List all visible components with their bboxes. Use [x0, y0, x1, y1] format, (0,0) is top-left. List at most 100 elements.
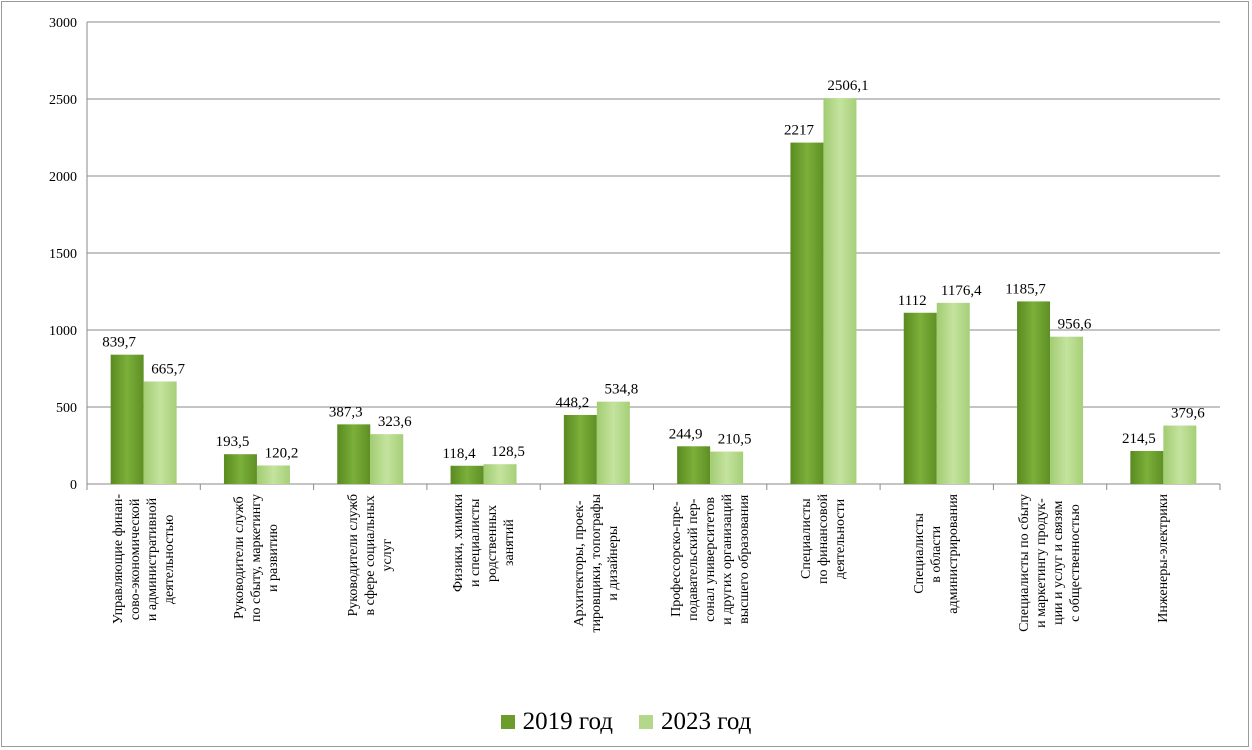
- data-label: 448,2: [555, 395, 589, 411]
- x-category-line: Управляющие финан-: [110, 494, 126, 625]
- data-label: 193,5: [216, 434, 250, 450]
- bar-2023-год-4: [596, 401, 630, 484]
- x-category-line: и специалисты: [467, 498, 483, 588]
- bar-2019-год-8: [1017, 301, 1051, 484]
- data-label: 534,8: [604, 382, 638, 398]
- x-category-label: Профессорско-пре-подавательский пер-сона…: [668, 494, 753, 625]
- data-label: 323,6: [378, 414, 412, 430]
- y-tick-label: 2500: [49, 93, 77, 108]
- x-category-line: родственных: [484, 504, 500, 582]
- data-label: 387,3: [329, 404, 363, 420]
- y-tick-label: 2000: [49, 170, 77, 185]
- bar-2019-год-7: [903, 312, 937, 484]
- x-category-line: Руководители служб: [345, 494, 361, 617]
- y-tick-label: 1000: [49, 324, 77, 339]
- x-category-line: и маркетингу продук-: [1034, 498, 1050, 628]
- bar-2019-год-9: [1130, 450, 1164, 484]
- x-category-line: услуг: [379, 538, 395, 572]
- legend-swatch-2019: [500, 715, 515, 729]
- x-category-line: высшего образования: [736, 494, 752, 624]
- data-label: 1176,4: [941, 283, 982, 299]
- x-category-line: Профессорско-пре-: [668, 501, 684, 618]
- y-tick-label: 1500: [49, 247, 77, 262]
- data-label: 2217: [784, 123, 815, 139]
- x-category-label: Управляющие финан-сово-экономической и ад…: [110, 494, 178, 624]
- y-tick-label: 3000: [49, 16, 77, 31]
- data-label: 210,5: [718, 432, 752, 448]
- bar-2023-год-6: [823, 98, 857, 484]
- bar-2019-год-6: [790, 142, 824, 484]
- bar-2023-год-2: [370, 434, 404, 484]
- x-category-line: Инженеры-электрики: [1155, 494, 1171, 623]
- x-category-line: Физики, химики: [450, 494, 466, 593]
- data-label: 665,7: [151, 361, 185, 377]
- x-category-line: и административной: [144, 497, 160, 621]
- data-label: 2506,1: [827, 78, 868, 94]
- x-category-label: Специалисты по сбыту и маркетингу продук-…: [1016, 494, 1084, 632]
- data-label: 244,9: [669, 426, 703, 442]
- bar-2023-год-7: [936, 302, 970, 484]
- x-category-line: и дизайнеры: [606, 525, 622, 601]
- bar-2019-год-1: [223, 454, 257, 484]
- x-category-label: Физики, химики и специалисты родственных за…: [450, 494, 518, 592]
- legend-swatch-2023: [639, 715, 653, 729]
- x-category-label: Руководители служб в сфере социальных услу…: [345, 494, 396, 617]
- bar-2023-год-9: [1163, 425, 1197, 484]
- x-category-line: и развитию: [266, 524, 282, 592]
- x-category-label: Архитекторы, проек-тировщики, топографы и…: [571, 494, 622, 633]
- x-category-line: по сбыту, маркетингу: [249, 494, 265, 622]
- data-label: 118,4: [442, 446, 476, 462]
- data-label: 839,7: [102, 335, 136, 351]
- x-category-line: деятельностью: [161, 514, 177, 604]
- x-category-line: сонал университетов: [702, 497, 718, 622]
- legend-item-2023: 2023 год: [639, 708, 751, 736]
- x-category-line: и других организаций: [719, 494, 735, 625]
- x-category-line: в области: [929, 525, 945, 583]
- x-category-line: ции и услуг и связям: [1051, 500, 1067, 626]
- bar-2019-год-0: [110, 354, 144, 484]
- x-category-line: подавательский пер-: [685, 498, 701, 621]
- x-category-line: Специалисты: [798, 498, 814, 580]
- bar-2019-год-4: [563, 414, 597, 484]
- bar-2023-год-1: [256, 465, 290, 484]
- x-category-label: Специалисты по финансовой деятельности: [798, 494, 849, 584]
- x-category-line: с общественностью: [1068, 504, 1084, 622]
- x-category-line: занятий: [501, 519, 517, 567]
- bar-2023-год-3: [483, 464, 517, 484]
- x-category-line: Архитекторы, проек-: [572, 500, 588, 627]
- bar-2019-год-2: [337, 424, 371, 484]
- y-tick-label: 500: [56, 401, 77, 416]
- x-category-line: деятельности: [832, 498, 848, 580]
- legend: 2019 год 2023 год: [0, 708, 1252, 736]
- data-label: 1185,7: [1005, 281, 1046, 297]
- x-category-line: Специалисты: [912, 513, 928, 595]
- data-label: 128,5: [491, 444, 525, 460]
- bar-2023-год-8: [1050, 336, 1084, 484]
- data-label: 1112: [898, 293, 927, 309]
- legend-label: 2019 год: [522, 708, 613, 735]
- data-label: 214,5: [1122, 431, 1156, 447]
- bar-2019-год-5: [677, 446, 711, 484]
- bar-2023-год-0: [143, 381, 177, 484]
- x-category-label: Специалисты в области администрирования: [911, 494, 962, 614]
- x-category-label: Инженеры-электрики: [1155, 494, 1172, 623]
- bar-2019-год-3: [450, 465, 484, 484]
- y-tick-label: 0: [70, 478, 77, 493]
- x-category-line: Специалисты по сбыту: [1017, 494, 1033, 632]
- x-category-label: Руководители служб по сбыту, маркетингу и …: [231, 494, 282, 622]
- legend-item-2019: 2019 год: [500, 708, 613, 736]
- data-label: 120,2: [265, 445, 299, 461]
- x-category-line: Руководители служб: [232, 496, 248, 620]
- legend-label: 2023 год: [661, 708, 752, 735]
- data-label: 956,6: [1058, 317, 1092, 333]
- data-label: 379,6: [1171, 406, 1205, 422]
- x-category-line: в сфере социальных: [362, 495, 378, 616]
- bar-2023-год-5: [710, 451, 744, 484]
- x-category-line: сово-экономической: [127, 498, 143, 620]
- x-category-line: тировщики, топографы: [589, 494, 605, 633]
- x-category-line: администрирования: [946, 494, 962, 614]
- x-category-line: по финансовой: [815, 494, 831, 584]
